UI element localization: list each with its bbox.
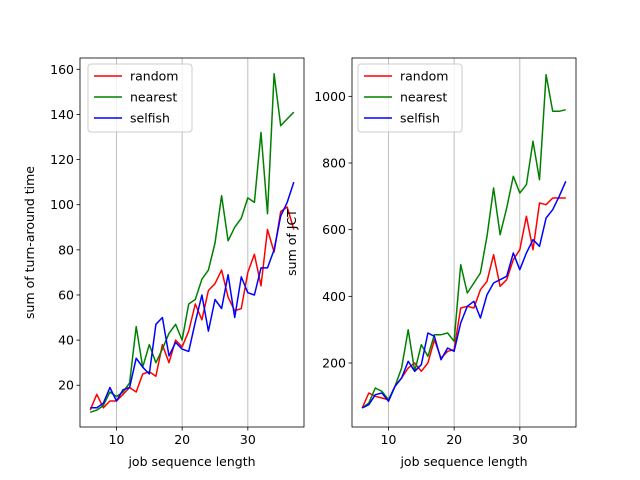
legend-label-random: random bbox=[130, 69, 178, 84]
legend: random nearest selfish bbox=[87, 63, 193, 133]
plot-turnaround: 10 20 30 20 40 60 80 100 120 140 160 job sequence l… bbox=[22, 57, 305, 469]
y-tick-label: 400 bbox=[322, 289, 346, 304]
y-tick-label: 140 bbox=[50, 107, 74, 122]
y-tick-label: 40 bbox=[58, 333, 74, 348]
y-tick-label: 160 bbox=[50, 62, 74, 77]
series-line-random bbox=[361, 197, 566, 409]
y-axis-label: sum of JCT bbox=[284, 209, 299, 276]
x-tick-label: 10 bbox=[381, 432, 397, 447]
y-tick-label: 600 bbox=[322, 222, 346, 237]
series-line-nearest bbox=[361, 73, 566, 409]
x-tick-label: 30 bbox=[240, 432, 256, 447]
x-axis-label: job sequence length bbox=[399, 454, 527, 469]
series-line-selfish bbox=[361, 180, 567, 409]
legend-label-nearest: nearest bbox=[130, 90, 177, 105]
y-axis-label: sum of turn-around time bbox=[22, 166, 37, 319]
x-tick-label: 20 bbox=[446, 432, 462, 447]
y-tick-label: 1000 bbox=[314, 89, 346, 104]
legend-frame bbox=[357, 63, 463, 133]
series-line-selfish bbox=[90, 181, 295, 409]
series-line-random bbox=[89, 206, 295, 411]
legend-frame bbox=[87, 63, 193, 133]
legend: random nearest selfish bbox=[357, 63, 463, 133]
legend-label-selfish: selfish bbox=[130, 111, 170, 126]
y-tick-label: 120 bbox=[50, 152, 74, 167]
y-tick-label: 60 bbox=[58, 287, 74, 302]
series-line-nearest bbox=[89, 73, 295, 414]
y-tick-label: 200 bbox=[322, 356, 346, 371]
legend-label-selfish: selfish bbox=[400, 111, 440, 126]
y-tick-label: 100 bbox=[50, 197, 74, 212]
y-tick-label: 800 bbox=[322, 156, 346, 171]
legend-label-random: random bbox=[400, 69, 448, 84]
axes-frame bbox=[351, 57, 577, 428]
x-axis-label: job sequence length bbox=[127, 454, 255, 469]
x-tick-label: 20 bbox=[174, 432, 190, 447]
y-tick-label: 80 bbox=[58, 242, 74, 257]
axes-frame bbox=[79, 57, 305, 428]
legend-label-nearest: nearest bbox=[400, 90, 447, 105]
x-tick-label: 10 bbox=[109, 432, 125, 447]
plot-jct: 10 20 30 200 400 600 800 1000 job sequence lengt… bbox=[284, 57, 577, 469]
x-tick-label: 30 bbox=[512, 432, 528, 447]
y-tick-label: 20 bbox=[58, 378, 74, 393]
